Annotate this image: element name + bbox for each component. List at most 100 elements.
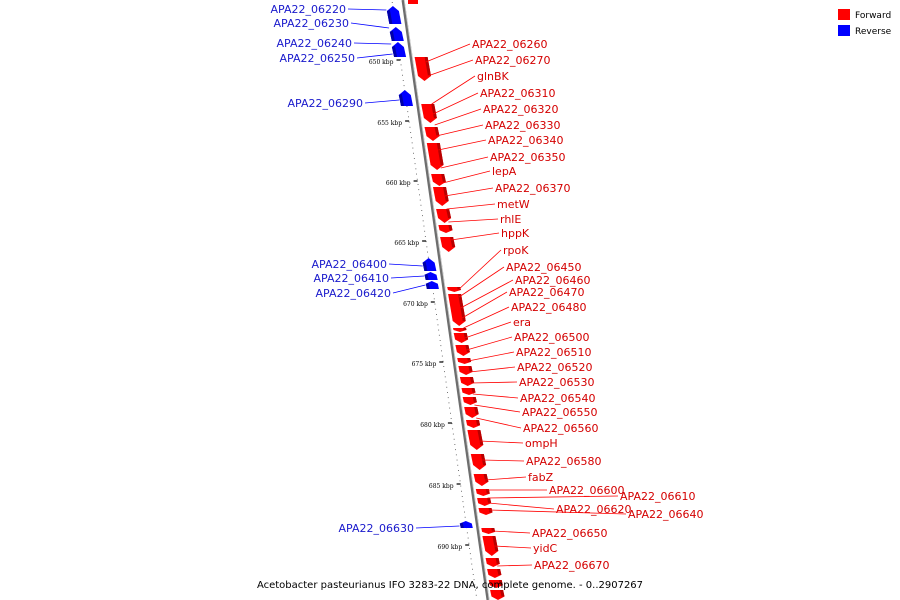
scale-dot [451,423,453,425]
forward-gene-shade [431,104,437,118]
scale-label: 685 kbp [429,483,454,490]
forward-gene-label-apa22-06470[interactable]: APA22_06470 [509,286,584,299]
scale-dot [427,251,428,253]
forward-leader-line [427,59,474,77]
reverse-gene-label-apa22-06420[interactable]: APA22_06420 [316,287,391,300]
forward-gene-label-apa22-06550[interactable]: APA22_06550 [522,406,597,419]
legend-reverse-swatch [838,25,850,36]
forward-leader-line [442,170,491,184]
forward-leader-line [458,266,505,298]
scale-dot [471,563,473,565]
scale-dot [445,381,447,383]
scale-dot [433,293,434,295]
forward-gene-label-apa22-06330[interactable]: APA22_06330 [485,119,560,132]
forward-gene-label-omph[interactable]: ompH [525,437,558,450]
scale-dot [419,199,421,201]
reverse-gene-label-apa22-06290[interactable]: APA22_06290 [288,97,363,110]
forward-gene-label-rhle[interactable]: rhlE [500,213,521,226]
forward-leader-line [444,187,494,197]
scale-dot [423,225,425,227]
forward-leader-line [431,75,476,105]
forward-gene-block[interactable] [447,287,461,292]
forward-gene-label-rpok[interactable]: rpoK [503,244,529,257]
forward-gene-label-apa22-06610[interactable]: APA22_06610 [620,490,695,503]
forward-leader-line [432,92,479,115]
forward-gene-label-apa22-06530[interactable]: APA22_06530 [519,376,594,389]
forward-gene-label-metw[interactable]: metW [497,198,530,211]
genome-backbone-highlight [403,0,490,600]
forward-gene-label-apa22-06580[interactable]: APA22_06580 [526,455,601,468]
forward-gene-label-apa22-06340[interactable]: APA22_06340 [488,134,563,147]
scale-dot [407,111,409,113]
forward-gene-shade [450,237,456,247]
forward-leader-line [450,232,500,241]
scale-dot [438,334,440,336]
forward-gene-label-apa22-06320[interactable]: APA22_06320 [483,103,558,116]
forward-gene-label-apa22-06370[interactable]: APA22_06370 [495,182,570,195]
scale-dot [422,220,424,222]
reverse-gene-label-apa22-06400[interactable]: APA22_06400 [312,258,387,271]
scale-dot [462,501,464,503]
forward-gene-shade [472,397,477,403]
scale-dot [475,594,477,596]
reverse-gene-label-apa22-06220[interactable]: APA22_06220 [271,3,346,16]
scale-dot [470,558,472,560]
forward-gene-label-apa22-06500[interactable]: APA22_06500 [514,331,589,344]
forward-gene-label-apa22-06450[interactable]: APA22_06450 [506,261,581,274]
forward-gene-shade [448,225,453,231]
reverse-gene-shade [391,46,398,57]
forward-gene-label-apa22-06310[interactable]: APA22_06310 [480,87,555,100]
forward-gene-label-apa22-06480[interactable]: APA22_06480 [511,301,586,314]
forward-gene-label-apa22-06560[interactable]: APA22_06560 [523,422,598,435]
forward-leader-line [434,108,482,126]
forward-gene-label-fabz[interactable]: fabZ [528,471,554,484]
forward-leader-line [489,509,627,515]
forward-gene-label-apa22-06640[interactable]: APA22_06640 [628,508,703,521]
scale-dot [458,470,459,471]
forward-gene-label-apa22-06350[interactable]: APA22_06350 [490,151,565,164]
forward-gene-label-lepa[interactable]: lepA [492,165,517,178]
reverse-gene-label-apa22-06240[interactable]: APA22_06240 [277,37,352,50]
scale-dot [402,80,404,81]
forward-gene-label-hppk[interactable]: hppK [501,227,530,240]
reverse-gene-label-apa22-06250[interactable]: APA22_06250 [280,52,355,65]
scale-dot [402,74,403,76]
forward-gene-block[interactable] [453,328,467,332]
forward-gene-block[interactable] [408,0,418,4]
forward-gene-label-yidc[interactable]: yidC [533,542,558,555]
forward-gene-label-era[interactable]: era [513,316,531,329]
scale-dot [411,142,413,144]
scale-dot [416,173,417,175]
scale-dot [413,158,415,159]
forward-leader-line [461,291,508,319]
forward-gene-label-apa22-06650[interactable]: APA22_06650 [532,527,607,540]
reverse-gene-label-apa22-06230[interactable]: APA22_06230 [274,17,349,30]
forward-leader-line [469,366,516,373]
scale-dot [468,542,470,544]
scale-dot [461,490,462,492]
scale-dot [474,584,476,586]
forward-gene-label-apa22-06520[interactable]: APA22_06520 [517,361,592,374]
forward-gene-label-apa22-06510[interactable]: APA22_06510 [516,346,591,359]
scale-dot [401,69,403,71]
forward-gene-label-apa22-06460[interactable]: APA22_06460 [515,274,590,287]
scale-dot [406,106,408,107]
forward-gene-label-apa22-06260[interactable]: APA22_06260 [472,38,547,51]
forward-leader-line [488,502,555,510]
label-layer: APA22_06260 APA22_06270 glnBK APA22_06310 AP… [271,3,704,572]
reverse-gene-label-apa22-06630[interactable]: APA22_06630 [339,522,414,535]
forward-gene-shade [465,345,470,353]
reverse-gene-label-apa22-06410[interactable]: APA22_06410 [314,272,389,285]
scale-dot [418,189,420,191]
forward-gene-label-apa22-06540[interactable]: APA22_06540 [520,392,595,405]
scale-dot [433,298,435,300]
scale-dot [450,418,452,419]
forward-gene-label-glnbk[interactable]: glnBK [477,70,510,83]
forward-leader-line [482,459,525,462]
forward-gene-label-apa22-06600[interactable]: APA22_06600 [549,484,624,497]
scale-dot [452,433,454,435]
forward-gene-label-apa22-06670[interactable]: APA22_06670 [534,559,609,572]
reverse-leader-line [364,99,400,104]
forward-gene-label-apa22-06270[interactable]: APA22_06270 [475,54,550,67]
scale-dot [434,303,436,305]
